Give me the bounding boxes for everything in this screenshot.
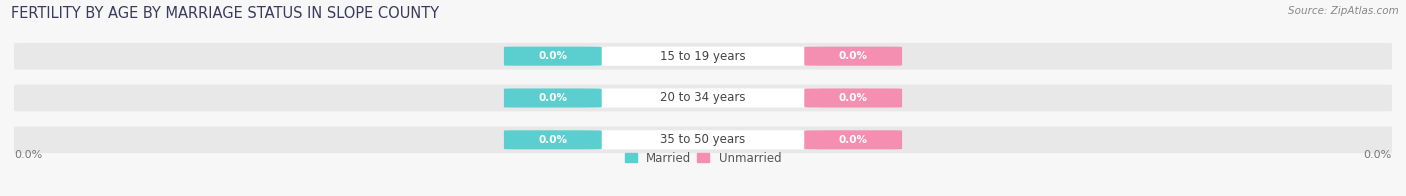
Legend: Married, Unmarried: Married, Unmarried (624, 152, 782, 165)
FancyBboxPatch shape (503, 130, 602, 149)
FancyBboxPatch shape (804, 130, 903, 149)
FancyBboxPatch shape (14, 43, 1392, 70)
Text: 0.0%: 0.0% (538, 135, 567, 145)
FancyBboxPatch shape (14, 126, 1392, 153)
FancyBboxPatch shape (585, 130, 821, 149)
Text: 0.0%: 0.0% (839, 51, 868, 61)
Text: 0.0%: 0.0% (538, 93, 567, 103)
FancyBboxPatch shape (804, 88, 903, 108)
Text: FERTILITY BY AGE BY MARRIAGE STATUS IN SLOPE COUNTY: FERTILITY BY AGE BY MARRIAGE STATUS IN S… (11, 6, 439, 21)
FancyBboxPatch shape (804, 47, 903, 66)
FancyBboxPatch shape (585, 88, 821, 108)
Text: 15 to 19 years: 15 to 19 years (661, 50, 745, 63)
FancyBboxPatch shape (503, 47, 602, 66)
Text: Source: ZipAtlas.com: Source: ZipAtlas.com (1288, 6, 1399, 16)
Text: 20 to 34 years: 20 to 34 years (661, 92, 745, 104)
Text: 0.0%: 0.0% (1364, 150, 1392, 160)
Text: 0.0%: 0.0% (14, 150, 42, 160)
Text: 35 to 50 years: 35 to 50 years (661, 133, 745, 146)
Text: 0.0%: 0.0% (538, 51, 567, 61)
Text: 0.0%: 0.0% (839, 93, 868, 103)
FancyBboxPatch shape (503, 88, 602, 108)
Text: 0.0%: 0.0% (839, 135, 868, 145)
FancyBboxPatch shape (14, 85, 1392, 111)
FancyBboxPatch shape (585, 47, 821, 66)
